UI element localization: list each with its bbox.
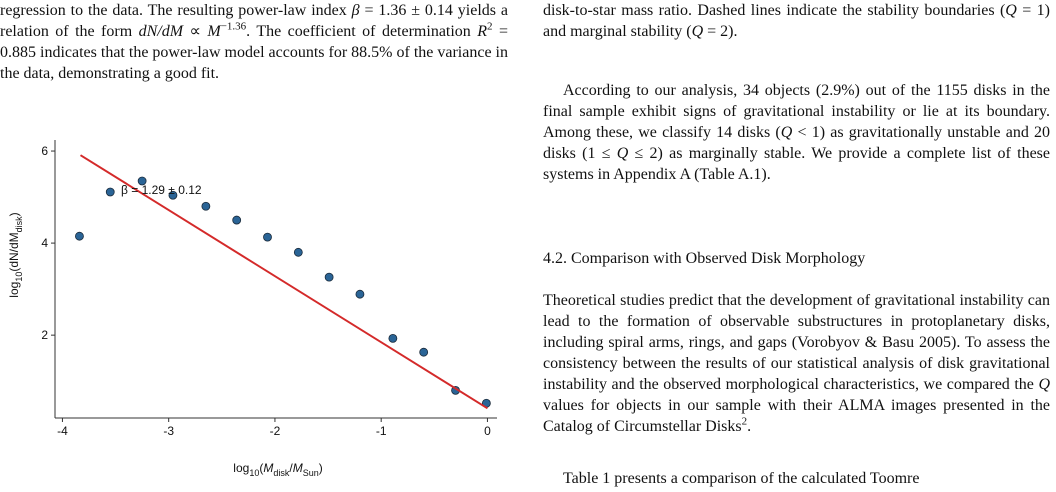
- math: Q: [616, 145, 629, 162]
- label-part: M: [263, 461, 273, 475]
- annotation: β = 1.29 ± 0.12: [121, 183, 202, 197]
- label-part: Sun: [303, 468, 319, 478]
- label-part: ): [319, 461, 323, 475]
- point: [388, 333, 398, 343]
- paragraph: disk-to-star mass ratio. Dashed lines in…: [543, 0, 1050, 42]
- math: Q: [780, 124, 793, 141]
- point: [201, 201, 211, 211]
- point: [75, 231, 84, 241]
- math: dN/dM: [138, 23, 184, 40]
- x-tick-label: -2: [270, 424, 281, 438]
- text: regression to the data. The resulting po…: [0, 2, 352, 19]
- paragraph: Table 1 presents a comparison of the cal…: [563, 470, 920, 487]
- y-tick-label: 4: [41, 236, 48, 250]
- label-part: /: [289, 461, 293, 475]
- text: = 1) and marginal stability (: [543, 2, 1050, 40]
- text: = 0.885 indicates that the power-law mod…: [0, 23, 508, 82]
- text: ∝: [183, 23, 208, 40]
- math: 2: [487, 20, 493, 33]
- text: < 1) as gravitationally unstable and 20 …: [543, 124, 1051, 162]
- math: M: [207, 23, 221, 40]
- fit-line: [79, 154, 488, 410]
- y-tick-label: 2: [41, 328, 48, 342]
- x-tick-label: -1: [376, 424, 387, 438]
- text: = 2).: [703, 23, 738, 40]
- point: [355, 289, 365, 299]
- label-part: 10: [249, 468, 259, 478]
- paragraph: Theoretical studies predict that the dev…: [543, 290, 1050, 437]
- point: [293, 247, 303, 257]
- point: [168, 190, 178, 200]
- text: . The coefficient of determination: [246, 23, 478, 40]
- math: β: [351, 2, 360, 19]
- label-part: (dN/dM: [7, 232, 21, 271]
- section-heading: 4.2. Comparison with Observed Disk Morph…: [543, 250, 866, 267]
- text: ≤ 2) as marginally stable. We provide a …: [543, 145, 1050, 183]
- point: [419, 347, 429, 357]
- x-tick-label: -3: [163, 424, 174, 438]
- point: [232, 215, 242, 225]
- math: −1.36: [220, 20, 247, 33]
- math: Q: [691, 23, 704, 40]
- label-part: log: [233, 461, 249, 475]
- label-part: disk: [273, 468, 290, 478]
- paragraph: According to our analysis, 34 objects (2…: [543, 80, 1050, 185]
- text: .: [747, 418, 752, 435]
- paragraph: regression to the data. The resulting po…: [0, 0, 508, 84]
- chart: log10(dN/dMdisk) log10(Mdisk/MSun) 246-4…: [7, 140, 497, 478]
- y-tick-label: 6: [41, 144, 48, 158]
- y-axis-label: log10(dN/dMdisk): [7, 212, 24, 297]
- label-part: disk: [14, 216, 24, 233]
- x-axis-label: log10(Mdisk/MSun): [233, 461, 322, 478]
- point: [105, 187, 115, 197]
- math: R: [477, 23, 488, 40]
- point: [324, 272, 334, 282]
- x-tick-label: -4: [57, 424, 68, 438]
- text: = 1.36 ± 0.14 yields a relation of the f…: [0, 2, 508, 40]
- point: [137, 176, 147, 186]
- footnote-mark: 2: [741, 415, 748, 428]
- label-part: 10: [14, 272, 24, 282]
- label-part: M: [293, 461, 303, 475]
- point: [263, 232, 272, 242]
- text: According to our analysis, 34 objects (2…: [543, 82, 1050, 141]
- text: disk-to-star mass ratio. Dashed lines in…: [543, 2, 1006, 19]
- label-part: (: [259, 461, 263, 475]
- label-part: ): [7, 212, 21, 216]
- text: values for objects in our sample with th…: [543, 397, 1050, 435]
- x-tick-label: 0: [484, 424, 491, 438]
- text: Theoretical studies predict that the dev…: [543, 292, 1050, 393]
- label-part: log: [7, 282, 21, 298]
- math: Q: [1038, 376, 1050, 393]
- math: Q: [1005, 2, 1017, 19]
